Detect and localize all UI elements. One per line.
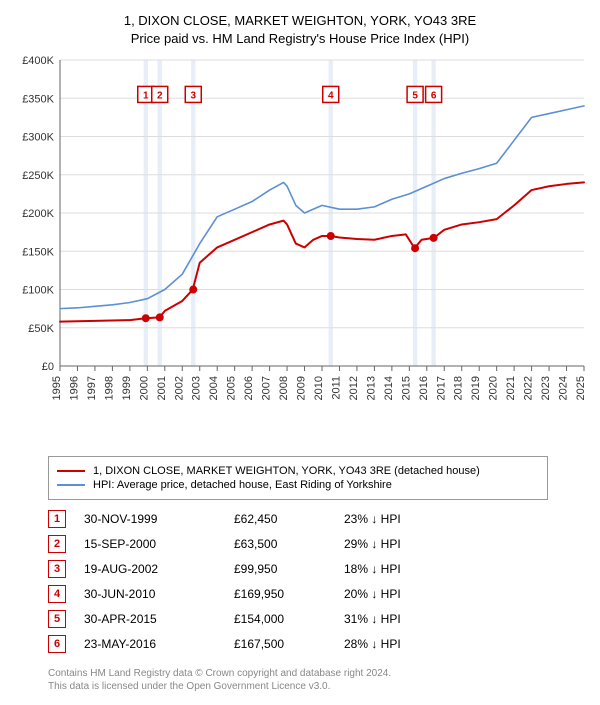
event-number-box: 2 (48, 535, 66, 553)
event-number-box: 1 (48, 510, 66, 528)
event-date: 23-MAY-2016 (84, 637, 234, 651)
title-line-1: 1, DIXON CLOSE, MARKET WEIGHTON, YORK, Y… (12, 12, 588, 30)
price-chart: £0 £50K £100K £150K £200K £250K £300K £350K £400… (12, 56, 588, 446)
event-label-number: 4 (328, 91, 334, 102)
event-hpi-delta: 28% ↓ HPI (344, 637, 401, 651)
y-tick-label: £0 (42, 361, 54, 373)
y-tick-label: £350K (22, 94, 54, 106)
event-hpi-delta: 29% ↓ HPI (344, 537, 401, 551)
x-tick-label: 2015 (400, 376, 412, 400)
event-marker (156, 314, 164, 322)
footer-line-2: This data is licensed under the Open Gov… (48, 680, 588, 693)
x-tick-label: 2005 (226, 376, 238, 400)
event-row: 3 19-AUG-2002£99,95018% ↓ HPI (48, 560, 588, 578)
event-row: 4 30-JUN-2010£169,95020% ↓ HPI (48, 585, 588, 603)
x-tick-label: 2008 (278, 376, 290, 400)
event-marker (430, 234, 438, 242)
x-tick-label: 1995 (51, 376, 63, 400)
event-label-number: 5 (412, 91, 418, 102)
y-tick-label: £50K (28, 323, 54, 335)
event-price: £99,950 (234, 562, 344, 576)
y-tick-label: £200K (22, 208, 54, 220)
event-date: 30-APR-2015 (84, 612, 234, 626)
event-label-number: 6 (431, 91, 437, 102)
event-date: 15-SEP-2000 (84, 537, 234, 551)
x-tick-label: 2020 (488, 376, 500, 400)
event-hpi-delta: 18% ↓ HPI (344, 562, 401, 576)
y-tick-label: £400K (22, 56, 54, 67)
legend: 1, DIXON CLOSE, MARKET WEIGHTON, YORK, Y… (48, 456, 548, 500)
x-tick-label: 1999 (121, 376, 133, 400)
event-label-number: 1 (143, 91, 149, 102)
x-tick-label: 2012 (348, 376, 360, 400)
x-tick-label: 2019 (470, 376, 482, 400)
legend-row: HPI: Average price, detached house, East… (57, 479, 539, 491)
x-tick-label: 2003 (191, 376, 203, 400)
event-hpi-delta: 20% ↓ HPI (344, 587, 401, 601)
event-price: £154,000 (234, 612, 344, 626)
event-label-number: 2 (157, 91, 163, 102)
event-label-number: 3 (190, 91, 196, 102)
x-tick-label: 2006 (243, 376, 255, 400)
x-tick-label: 2014 (383, 376, 395, 400)
event-date: 30-NOV-1999 (84, 512, 234, 526)
x-tick-label: 2016 (418, 376, 430, 400)
x-tick-label: 1996 (68, 376, 80, 400)
y-tick-label: £300K (22, 132, 54, 144)
x-tick-label: 1997 (86, 376, 98, 400)
event-row: 1 30-NOV-1999£62,45023% ↓ HPI (48, 510, 588, 528)
x-tick-label: 2023 (540, 376, 552, 400)
event-price: £63,500 (234, 537, 344, 551)
legend-swatch (57, 470, 85, 472)
event-number-box: 5 (48, 610, 66, 628)
event-hpi-delta: 23% ↓ HPI (344, 512, 401, 526)
event-number-box: 3 (48, 560, 66, 578)
chart-title-block: 1, DIXON CLOSE, MARKET WEIGHTON, YORK, Y… (12, 12, 588, 48)
event-date: 19-AUG-2002 (84, 562, 234, 576)
legend-swatch (57, 484, 85, 486)
chart-container: £0 £50K £100K £150K £200K £250K £300K £350K £400… (12, 56, 588, 446)
x-tick-label: 2010 (313, 376, 325, 400)
legend-row: 1, DIXON CLOSE, MARKET WEIGHTON, YORK, Y… (57, 465, 539, 477)
event-table: 1 30-NOV-1999£62,45023% ↓ HPI 2 15-SEP-2000… (48, 510, 588, 653)
event-marker (189, 286, 197, 294)
event-price: £169,950 (234, 587, 344, 601)
event-number-box: 4 (48, 585, 66, 603)
y-tick-label: £100K (22, 285, 54, 297)
legend-text: HPI: Average price, detached house, East… (93, 479, 392, 491)
x-tick-label: 2011 (330, 376, 342, 400)
footer-line-1: Contains HM Land Registry data © Crown c… (48, 667, 588, 680)
event-row: 2 15-SEP-2000£63,50029% ↓ HPI (48, 535, 588, 553)
y-tick-label: £250K (22, 170, 54, 182)
x-tick-label: 2025 (575, 376, 587, 400)
x-tick-label: 2022 (523, 376, 535, 400)
event-number-box: 6 (48, 635, 66, 653)
event-row: 5 30-APR-2015£154,00031% ↓ HPI (48, 610, 588, 628)
x-tick-label: 2004 (208, 376, 220, 400)
event-marker (142, 315, 150, 323)
event-date: 30-JUN-2010 (84, 587, 234, 601)
x-tick-label: 2021 (505, 376, 517, 400)
event-hpi-delta: 31% ↓ HPI (344, 612, 401, 626)
y-tick-label: £150K (22, 247, 54, 259)
title-line-2: Price paid vs. HM Land Registry's House … (12, 30, 588, 48)
x-tick-label: 2024 (558, 376, 570, 400)
x-tick-label: 2013 (365, 376, 377, 400)
event-marker (327, 232, 335, 240)
x-tick-label: 2000 (138, 376, 150, 400)
footer-note: Contains HM Land Registry data © Crown c… (48, 667, 588, 693)
event-price: £167,500 (234, 637, 344, 651)
x-tick-label: 2002 (173, 376, 185, 400)
x-tick-label: 2009 (296, 376, 308, 400)
legend-text: 1, DIXON CLOSE, MARKET WEIGHTON, YORK, Y… (93, 465, 480, 477)
event-marker (411, 245, 419, 253)
x-tick-label: 2007 (261, 376, 273, 400)
x-tick-label: 2018 (453, 376, 465, 400)
event-price: £62,450 (234, 512, 344, 526)
x-tick-label: 2001 (156, 376, 168, 400)
x-tick-label: 1998 (103, 376, 115, 400)
x-tick-label: 2017 (435, 376, 447, 400)
event-row: 6 23-MAY-2016£167,50028% ↓ HPI (48, 635, 588, 653)
